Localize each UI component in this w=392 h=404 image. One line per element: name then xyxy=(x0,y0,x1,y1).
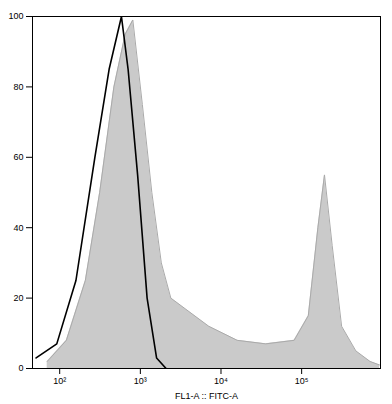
svg-text:10²: 10² xyxy=(53,376,66,386)
svg-text:40: 40 xyxy=(13,223,23,233)
svg-text:FL1-A :: FITC-A: FL1-A :: FITC-A xyxy=(175,391,238,401)
svg-text:100: 100 xyxy=(8,11,23,21)
svg-text:20: 20 xyxy=(13,293,23,303)
svg-text:0: 0 xyxy=(18,363,23,373)
svg-text:10³: 10³ xyxy=(134,376,147,386)
svg-text:80: 80 xyxy=(13,82,23,92)
svg-text:10⁴: 10⁴ xyxy=(214,376,228,386)
svg-text:60: 60 xyxy=(13,152,23,162)
svg-text:10⁵: 10⁵ xyxy=(295,376,309,386)
